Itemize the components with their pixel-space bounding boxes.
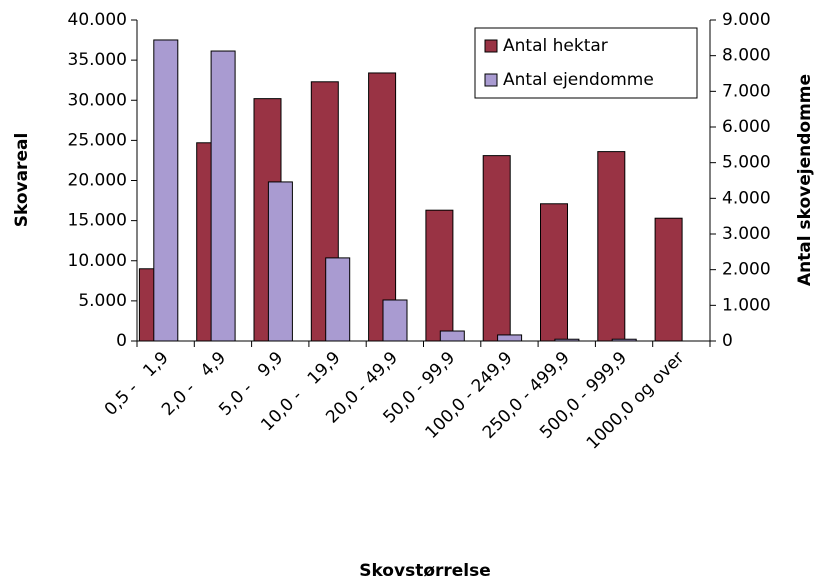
y-tick-label: 30.000 <box>68 90 127 110</box>
legend-swatch <box>484 73 498 87</box>
bar <box>368 72 397 342</box>
y-tick-label: 10.000 <box>68 251 127 271</box>
bar <box>482 155 511 342</box>
y2-tick-label: 2.000 <box>722 260 771 280</box>
bar <box>267 181 293 342</box>
y2-tick-label: 9.000 <box>722 10 771 30</box>
bar <box>497 334 523 342</box>
y-tick-label: 25.000 <box>68 130 127 150</box>
legend-swatch <box>484 39 498 53</box>
y2-tick-label: 5.000 <box>722 153 771 173</box>
legend <box>474 27 698 99</box>
y-tick-label: 0 <box>116 331 127 351</box>
bar <box>654 217 683 342</box>
legend-label: Antal ejendomme <box>503 70 654 90</box>
y2-tick-label: 4.000 <box>722 188 771 208</box>
y-tick-label: 20.000 <box>68 171 127 191</box>
bar <box>439 330 465 342</box>
y2-axis-title: Antal skovejendomme <box>795 74 815 286</box>
y2-tick-label: 8.000 <box>722 46 771 66</box>
y-tick-label: 5.000 <box>78 291 127 311</box>
y-tick-label: 40.000 <box>68 10 127 30</box>
y-tick-label: 35.000 <box>68 50 127 70</box>
bar <box>210 50 236 342</box>
y2-tick-label: 3.000 <box>722 224 771 244</box>
y2-tick-label: 0 <box>722 331 733 351</box>
bar <box>540 203 568 342</box>
bar <box>325 257 351 342</box>
y2-tick-label: 1.000 <box>722 295 771 315</box>
legend-label: Antal hektar <box>503 36 608 56</box>
y-tick-label: 15.000 <box>68 211 127 231</box>
y2-tick-label: 6.000 <box>722 117 771 137</box>
y2-tick-label: 7.000 <box>722 81 771 101</box>
bar <box>153 39 179 342</box>
x-axis-title: Skovstørrelse <box>359 561 491 581</box>
bar <box>597 151 626 342</box>
y-axis-title: Skovareal <box>12 133 32 228</box>
bar <box>382 299 408 342</box>
x-tick-label: 1000,0 og over <box>583 348 689 454</box>
bar <box>425 209 454 342</box>
